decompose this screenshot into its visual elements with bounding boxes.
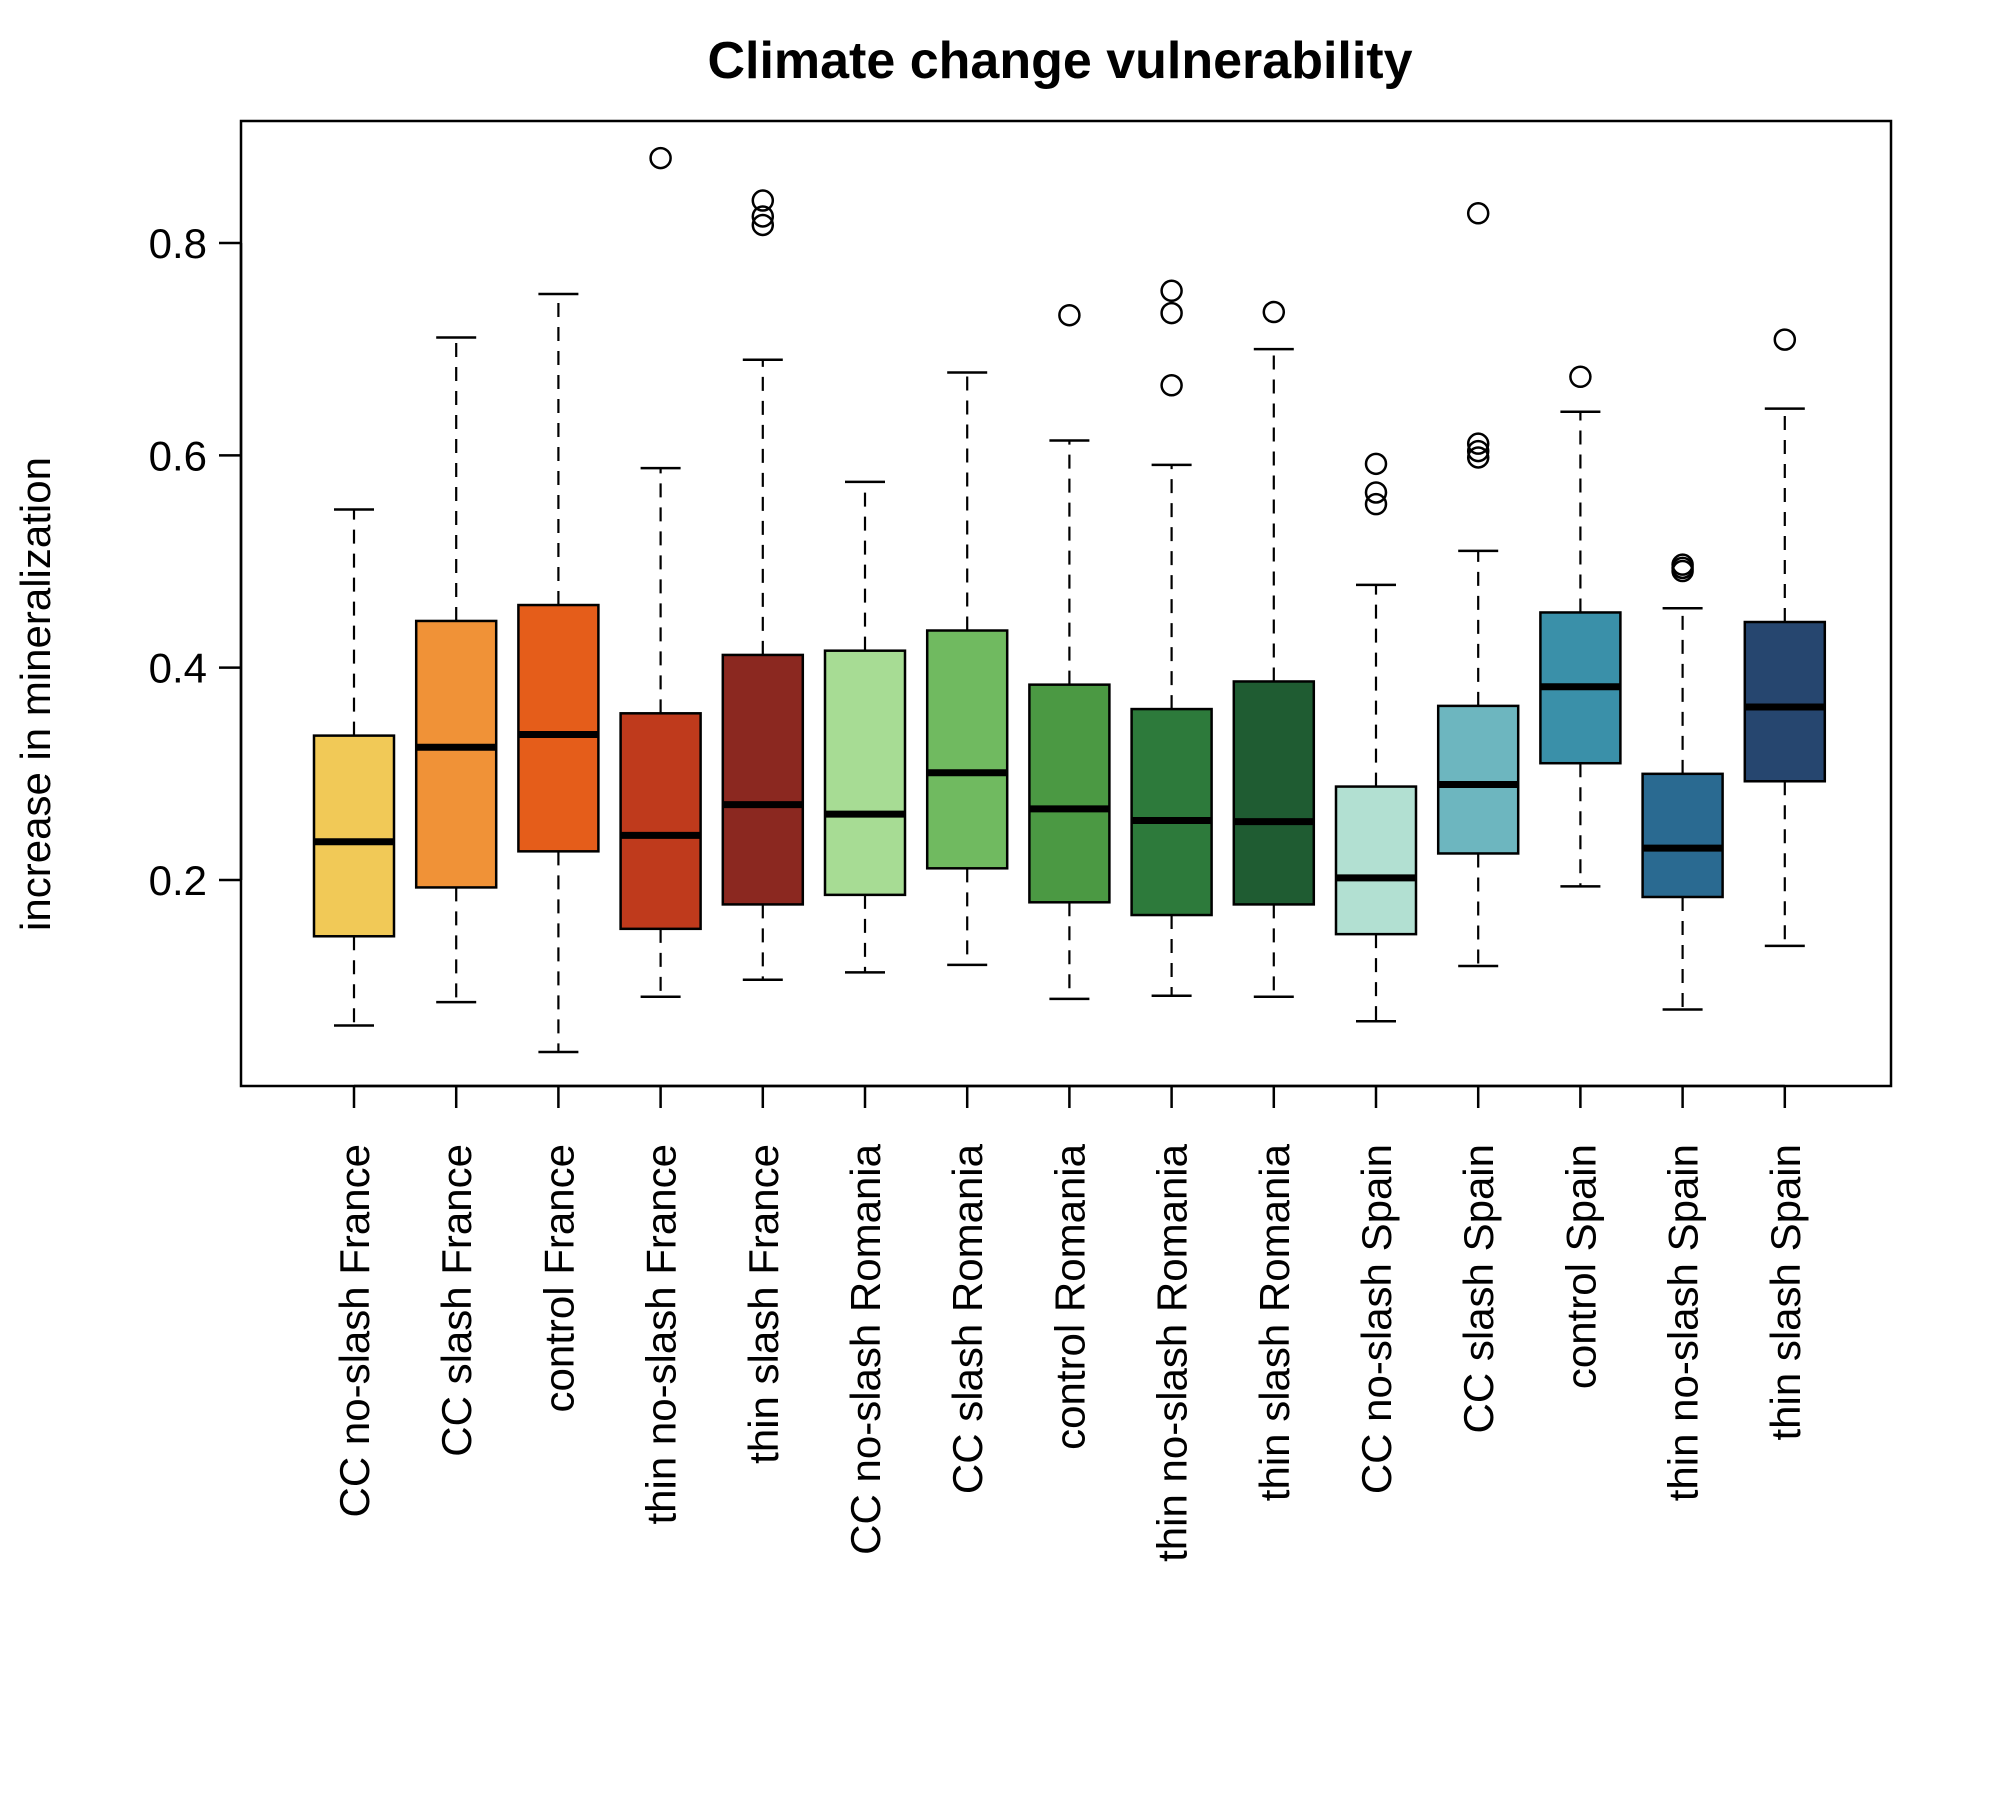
box-iqr (414, 619, 498, 889)
outlier-point (1466, 202, 1490, 225)
x-tick-label: control France (535, 1144, 582, 1412)
y-tick-label: 0.6 (149, 432, 207, 479)
box-group (1130, 279, 1213, 997)
box-group (1028, 303, 1111, 1001)
outlier-point (1671, 559, 1694, 583)
outlier-point (1466, 439, 1490, 463)
x-tick-label: thin no-slash Romania (1149, 1143, 1196, 1562)
box-iqr (1130, 707, 1213, 917)
x-tick-label: thin slash Romania (1251, 1143, 1298, 1501)
box-group (1743, 328, 1827, 948)
box-group (312, 508, 396, 1027)
x-tick-label: thin slash France (740, 1144, 787, 1464)
box-iqr (517, 603, 600, 853)
x-tick-label: control Spain (1557, 1144, 1604, 1389)
box-group (1334, 452, 1418, 1023)
outlier-point (1160, 301, 1183, 325)
plot-frame (239, 119, 1893, 1088)
box-iqr (1028, 683, 1111, 904)
box-iqr (1232, 680, 1316, 906)
box-iqr (1641, 772, 1724, 899)
outlier-point (1364, 481, 1388, 504)
outlier-point (649, 146, 672, 170)
box-iqr (721, 653, 805, 906)
y-tick-label: 0.8 (149, 220, 207, 267)
box-group (1539, 365, 1622, 888)
x-tick-label: thin no-slash Spain (1660, 1144, 1707, 1501)
y-tick-label: 0.4 (149, 645, 207, 692)
box-group (925, 371, 1009, 967)
box-group (414, 336, 498, 1004)
outlier-point (1466, 446, 1490, 469)
outlier-point (751, 189, 775, 212)
x-tick-label: CC no-slash Spain (1353, 1144, 1400, 1494)
y-axis: 0.2 0.4 0.6 0.8 (149, 220, 243, 904)
box-group (1232, 300, 1316, 999)
outlier-point (1364, 452, 1388, 476)
box-iqr (925, 629, 1009, 870)
box-group (619, 146, 702, 999)
y-tick-label: 0.2 (149, 857, 207, 904)
x-tick-label: control Romania (1046, 1143, 1093, 1449)
box-iqr (823, 649, 907, 897)
box-iqr (1334, 785, 1418, 936)
outlier-point (1569, 365, 1592, 389)
outlier-point (1773, 328, 1797, 351)
x-tick-label: thin no-slash France (638, 1144, 685, 1525)
boxes-layer (312, 146, 1827, 1054)
box-iqr (1743, 620, 1827, 783)
box-group (517, 292, 600, 1054)
x-axis: CC no-slash France CC slash France control… (331, 1084, 1809, 1562)
outlier-point (751, 213, 775, 237)
x-tick-label: thin slash Spain (1762, 1144, 1809, 1441)
box-iqr (619, 712, 702, 931)
outlier-point (1160, 279, 1183, 303)
outlier-point (1262, 300, 1286, 324)
box-iqr (312, 734, 396, 938)
box-group (721, 189, 805, 982)
outlier-point (1466, 432, 1490, 455)
box-group (1436, 202, 1520, 968)
x-tick-label: CC no-slash France (331, 1144, 378, 1517)
outlier-point (751, 205, 775, 228)
chart-title: Climate change vulnerability (707, 32, 1412, 90)
x-tick-label: CC slash France (433, 1144, 480, 1457)
box-iqr (1436, 704, 1520, 855)
x-tick-label: CC slash Romania (944, 1143, 991, 1494)
outlier-point (1160, 374, 1183, 397)
box-group (1641, 553, 1724, 1011)
outlier-point (1364, 492, 1388, 516)
x-tick-label: CC slash Spain (1455, 1144, 1502, 1433)
box-group (823, 480, 907, 974)
x-tick-label: CC no-slash Romania (842, 1143, 889, 1554)
y-axis-label: increase in mineralization (12, 457, 59, 931)
outlier-point (1058, 303, 1081, 327)
